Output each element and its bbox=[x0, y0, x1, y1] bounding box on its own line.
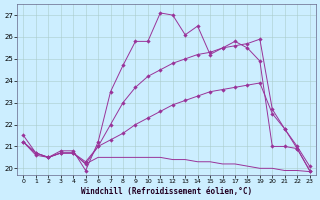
X-axis label: Windchill (Refroidissement éolien,°C): Windchill (Refroidissement éolien,°C) bbox=[81, 187, 252, 196]
